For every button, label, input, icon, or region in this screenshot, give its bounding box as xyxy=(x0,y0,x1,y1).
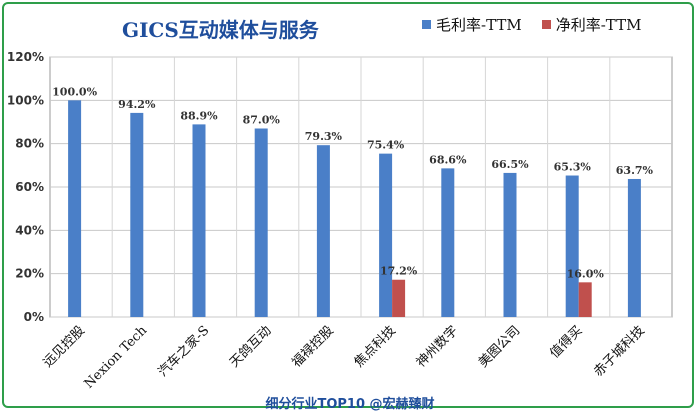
data-label-net: 16.0% xyxy=(567,267,605,280)
x-tick-label: 赤子城科技 xyxy=(591,323,648,380)
x-tick-label: 值得买 xyxy=(547,323,586,362)
bar-gross-margin xyxy=(441,168,455,317)
y-tick-label: 120% xyxy=(7,50,44,64)
data-label-net: 17.2% xyxy=(380,265,418,278)
legend-label-gross: 毛利率-TTM xyxy=(436,16,522,34)
x-tick-label: 天鸽互动 xyxy=(226,323,274,371)
y-tick-label: 0% xyxy=(24,310,44,324)
x-tick-label: 汽车之家-S xyxy=(155,323,212,380)
bar-gross-margin xyxy=(565,175,579,317)
y-tick-label: 80% xyxy=(15,137,44,151)
bar-gross-margin xyxy=(379,153,393,317)
bar-gross-margin xyxy=(130,112,144,318)
bar-gross-margin xyxy=(503,172,517,317)
x-tick-label: 美图公司 xyxy=(476,323,523,370)
bar-net-margin xyxy=(392,279,406,317)
x-tick-label: Nexion Tech xyxy=(82,323,151,392)
legend: 毛利率-TTM 净利率-TTM xyxy=(422,14,641,35)
data-label-gross: 100.0% xyxy=(52,85,97,98)
data-label-gross: 75.4% xyxy=(367,139,405,152)
data-label-gross: 65.3% xyxy=(554,161,592,174)
data-label-gross: 79.3% xyxy=(305,130,343,143)
y-tick-label: 100% xyxy=(7,93,44,107)
x-tick-label: 焦点科技 xyxy=(352,323,399,370)
bar-gross-margin xyxy=(254,128,268,317)
legend-swatch-gross xyxy=(422,20,431,29)
y-tick-label: 20% xyxy=(15,267,44,281)
bar-gross-margin xyxy=(316,145,330,317)
bar-gross-margin xyxy=(68,100,82,317)
legend-label-net: 净利率-TTM xyxy=(555,16,642,34)
chart-title: GICS互动媒体与服务 xyxy=(122,18,319,42)
data-label-gross: 94.2% xyxy=(118,98,156,111)
data-label-gross: 63.7% xyxy=(616,164,654,177)
data-label-gross: 66.5% xyxy=(491,158,529,171)
legend-item-net: 净利率-TTM xyxy=(541,14,642,35)
footer-caption: 细分行业TOP10 @宏赫臻财 xyxy=(265,397,435,412)
bar-gross-margin xyxy=(192,124,206,317)
legend-swatch-net xyxy=(541,20,551,29)
x-tick-label: 神州数字 xyxy=(414,323,461,370)
bar-gross-margin xyxy=(627,178,641,317)
x-tick-label: 福禄控股 xyxy=(289,323,336,370)
data-label-gross: 87.0% xyxy=(243,114,281,127)
y-tick-label: 60% xyxy=(15,180,44,194)
data-label-gross: 88.9% xyxy=(180,109,218,122)
x-tick-label: 远见控股 xyxy=(41,323,88,370)
data-label-gross: 68.6% xyxy=(429,153,467,166)
bar-net-margin xyxy=(578,282,592,317)
y-tick-label: 40% xyxy=(15,223,44,237)
legend-item-gross: 毛利率-TTM xyxy=(422,14,522,35)
